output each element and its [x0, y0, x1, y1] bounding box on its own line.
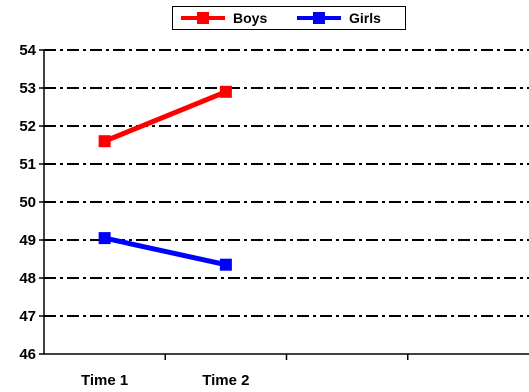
y-tick-labels: 46 47 48 49 50 51 52 53 54 [19, 42, 36, 363]
legend-label-girls: Girls [349, 10, 381, 26]
series-line-boys [103, 89, 227, 144]
y-tick-label: 53 [19, 80, 36, 97]
legend-swatch-girls [297, 12, 341, 24]
legend-marker-boys [197, 12, 209, 24]
series-boys [98, 85, 232, 148]
axes [39, 49, 529, 360]
legend-marker-girls [313, 12, 325, 24]
data-series [98, 85, 232, 271]
x-tick-label: Time 2 [202, 372, 249, 389]
y-tick-label: 51 [19, 156, 36, 173]
legend-label-boys: Boys [233, 10, 268, 26]
series-girls [98, 232, 232, 271]
data-point-girls [219, 258, 232, 271]
legend: Boys Girls [172, 6, 406, 30]
data-point-boys [219, 85, 232, 98]
data-point-girls [98, 232, 111, 245]
y-tick-label: 54 [19, 42, 36, 59]
grid-lines [44, 49, 529, 317]
y-tick-label: 49 [19, 232, 36, 249]
y-tick-label: 52 [19, 118, 36, 135]
data-point-boys [98, 135, 111, 148]
legend-swatch-boys [181, 12, 225, 24]
y-tick-label: 48 [19, 270, 36, 287]
series-line-girls [104, 235, 227, 268]
y-tick-label: 50 [19, 194, 36, 211]
y-tick-label: 47 [19, 308, 36, 325]
y-tick-label: 46 [19, 346, 36, 363]
x-tick-label: Time 1 [81, 372, 128, 389]
x-tick-labels: Time 1 Time 2 [81, 372, 250, 389]
